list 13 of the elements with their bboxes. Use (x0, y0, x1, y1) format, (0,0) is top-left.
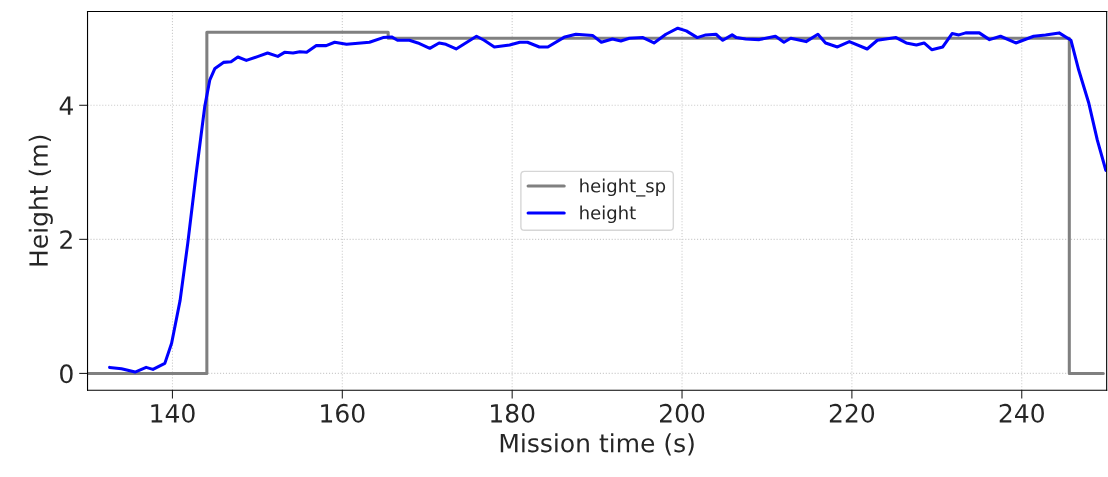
y-tick-label: 2 (60, 230, 72, 249)
x-tick-label: 180 (491, 403, 535, 423)
y-tick-label: 4 (59, 96, 73, 115)
x-tick-label: 160 (321, 403, 365, 423)
legend-label: height (580, 205, 636, 224)
x-axis-title: Mission time (s) (500, 433, 694, 456)
y-tick-label: 0 (60, 364, 73, 384)
x-tick-label: 240 (999, 403, 1044, 423)
y-axis-title: Height (m) (28, 135, 53, 266)
legend-label: height_sp (580, 178, 666, 197)
x-tick-label: 220 (829, 403, 875, 423)
x-tick-label: 200 (660, 403, 705, 423)
x-tick-label: 140 (151, 403, 195, 423)
